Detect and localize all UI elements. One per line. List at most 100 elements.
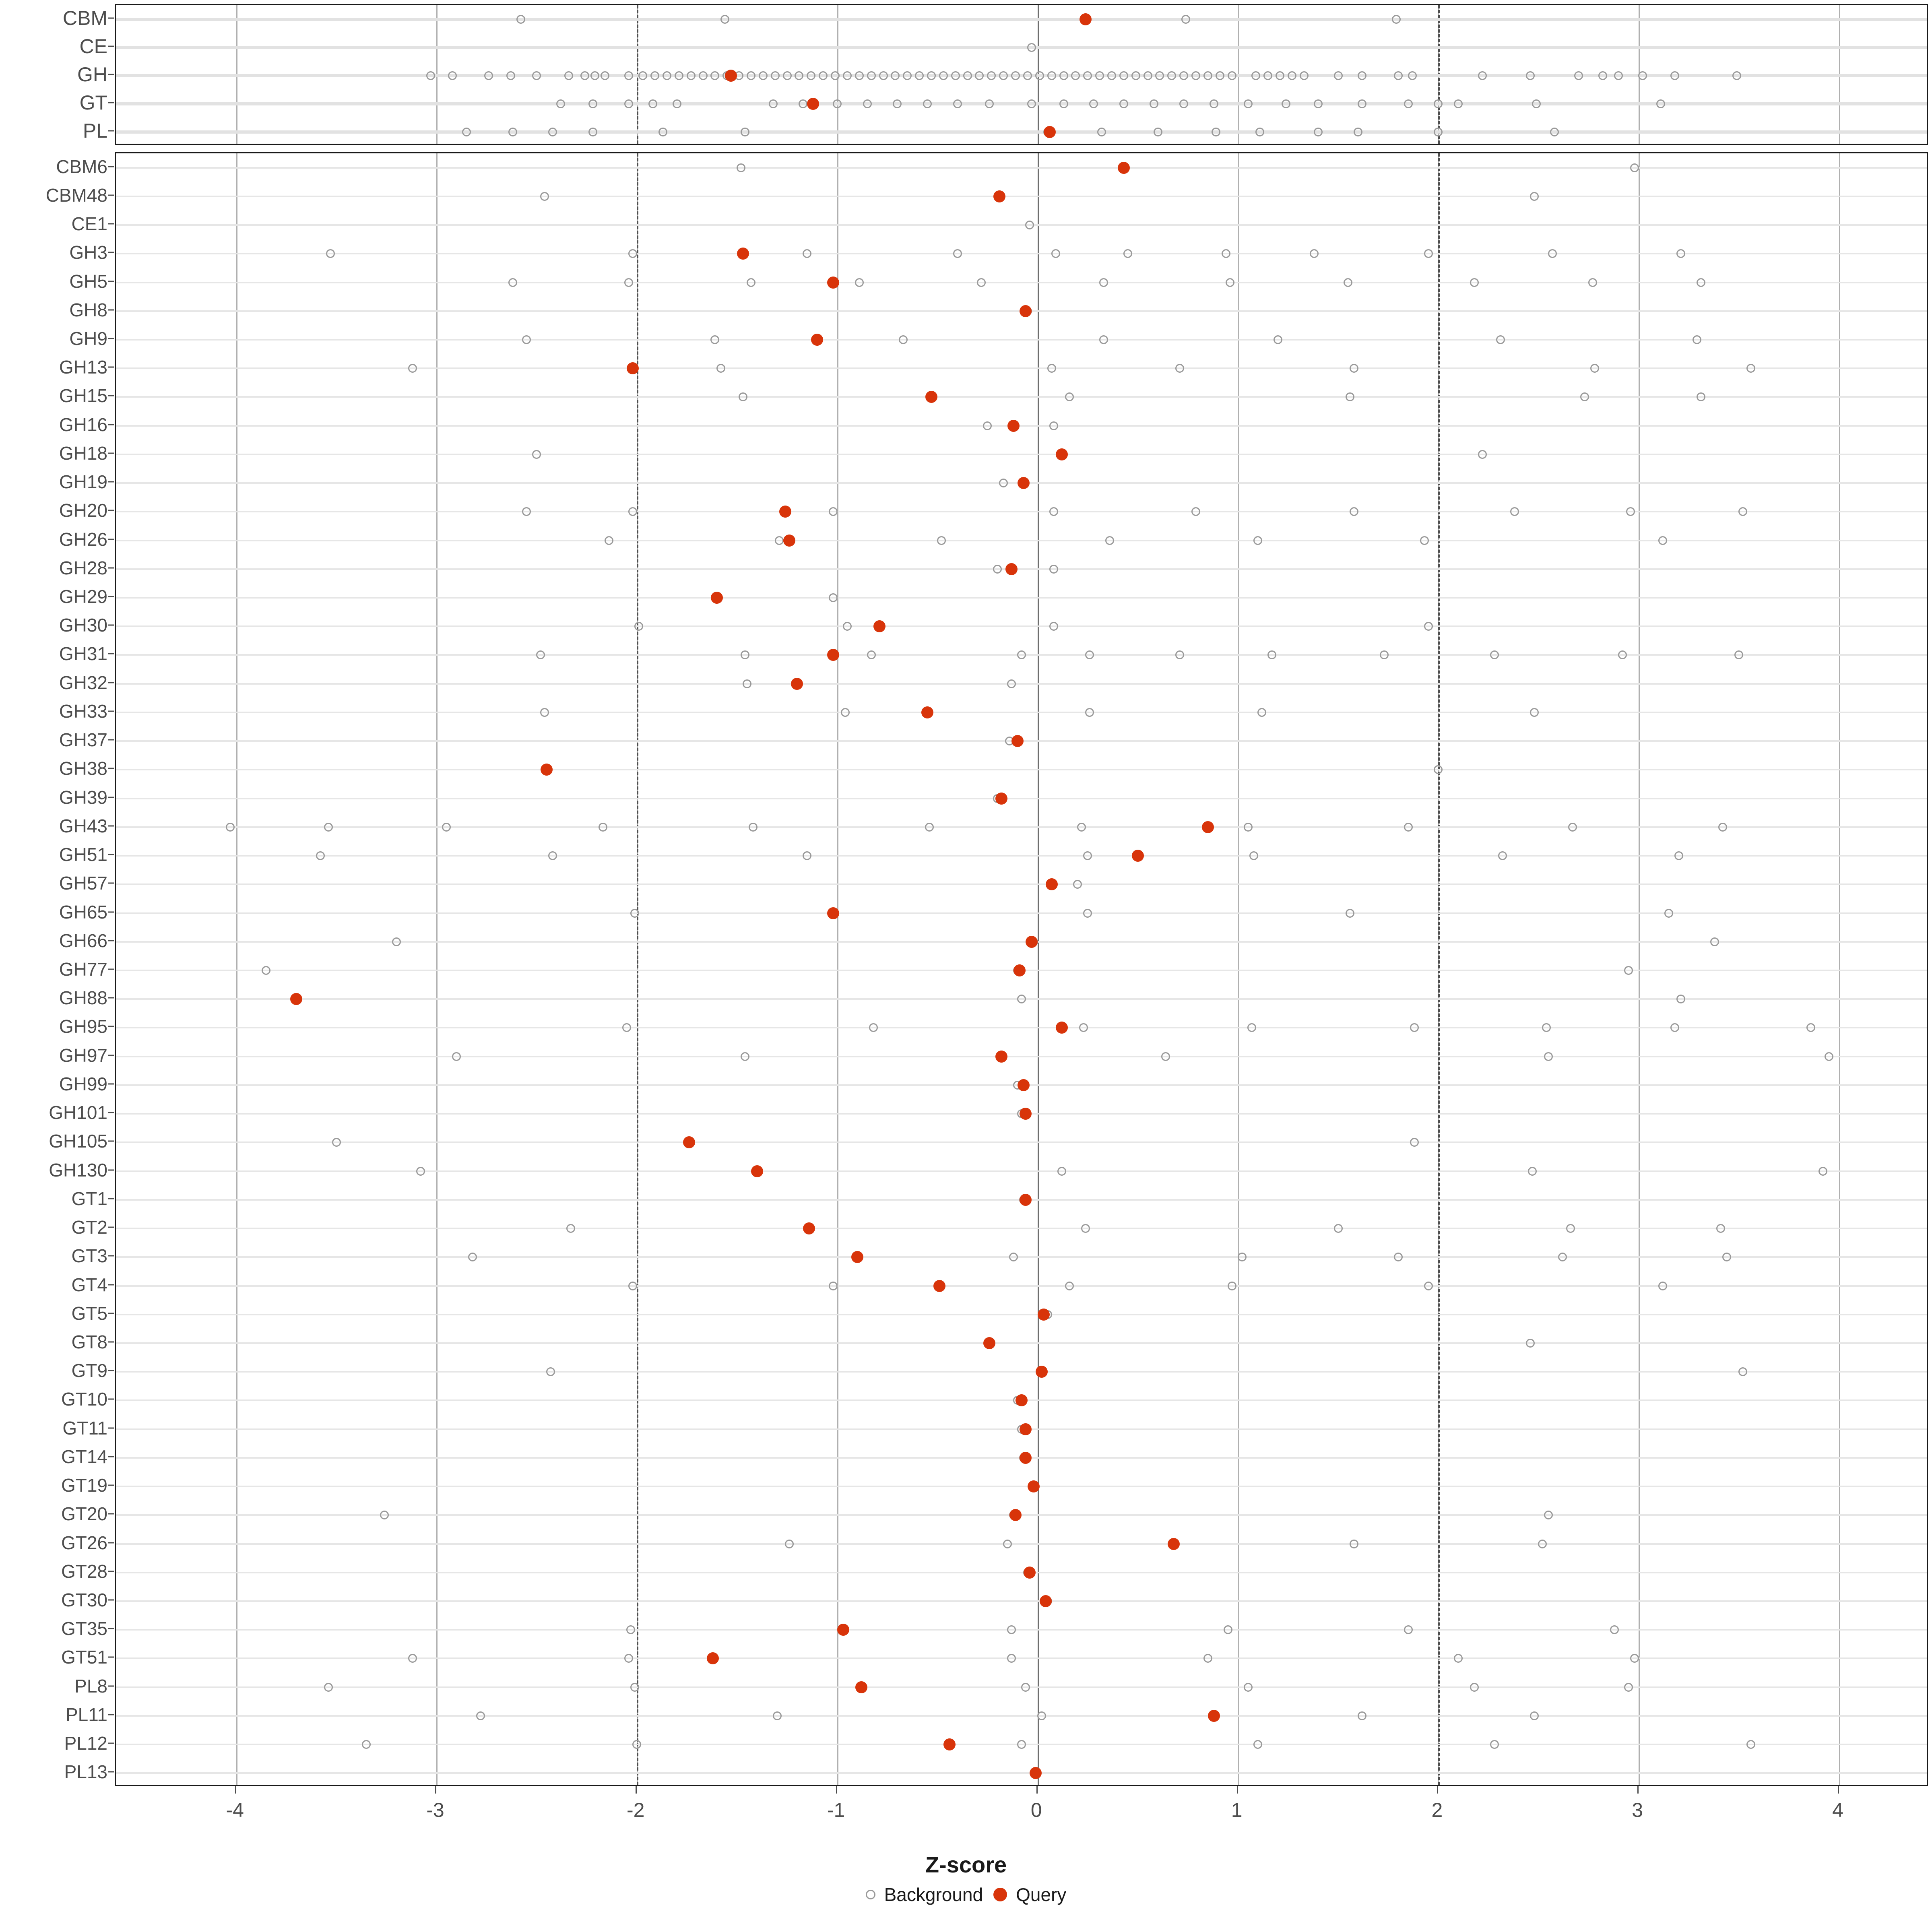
background-point	[1223, 1625, 1232, 1635]
y-tick-GT28	[108, 1571, 114, 1572]
background-point	[741, 128, 750, 136]
background-point	[923, 99, 932, 108]
background-point	[1149, 99, 1158, 108]
background-point	[963, 71, 972, 80]
background-point	[743, 679, 752, 688]
background-point	[842, 71, 852, 80]
query-point	[873, 620, 886, 633]
gridline-row-GH43	[116, 826, 1927, 828]
y-tick-label-GT19: GT19	[61, 1475, 107, 1496]
query-point	[791, 677, 803, 690]
query-point	[807, 98, 819, 110]
background-point	[1526, 1338, 1535, 1348]
background-point	[1131, 71, 1140, 80]
background-point	[770, 71, 780, 80]
background-point	[1530, 708, 1539, 717]
background-point	[564, 71, 573, 80]
gridline-row-CBM48	[116, 195, 1927, 197]
background-point	[506, 71, 515, 80]
background-point	[632, 1740, 642, 1749]
background-point	[1393, 71, 1403, 80]
background-point	[1544, 1511, 1553, 1520]
gridline-row-GT35	[116, 1629, 1927, 1631]
query-point	[1027, 1480, 1040, 1493]
background-point	[867, 71, 876, 80]
background-point	[1588, 278, 1597, 287]
gridline-row-GH13	[116, 367, 1927, 369]
query-point	[737, 248, 749, 260]
gridline-row-GH	[116, 74, 1927, 77]
filled-circle-icon	[993, 1888, 1007, 1901]
background-point	[1470, 1682, 1479, 1692]
background-point	[867, 650, 876, 660]
background-point	[1255, 128, 1265, 136]
background-point	[1424, 249, 1433, 258]
background-point	[1299, 71, 1309, 80]
background-point	[1825, 1052, 1834, 1061]
background-point	[1350, 507, 1359, 516]
y-tick-GH33	[108, 710, 114, 712]
background-point	[746, 278, 755, 287]
query-point	[1117, 161, 1130, 174]
background-point	[532, 71, 541, 80]
gridline-row-GT9	[116, 1371, 1927, 1373]
background-point	[746, 71, 755, 80]
background-point	[1558, 1253, 1567, 1262]
background-point	[1077, 822, 1086, 832]
y-tick-GH101	[108, 1112, 114, 1113]
y-tick-label-GT35: GT35	[61, 1618, 107, 1639]
background-point	[416, 1166, 425, 1176]
query-point	[921, 706, 934, 718]
background-point	[863, 99, 872, 108]
background-point	[831, 71, 840, 80]
background-point	[626, 1625, 636, 1635]
query-point	[725, 70, 737, 82]
background-point	[1346, 392, 1355, 402]
y-tick-label-CBM6: CBM6	[56, 156, 107, 177]
background-point	[604, 536, 613, 545]
y-tick-label-GH5: GH5	[69, 270, 107, 292]
background-point	[324, 1682, 333, 1692]
background-point	[1247, 1023, 1257, 1032]
query-point	[827, 907, 840, 919]
reference-line-2	[1438, 153, 1440, 1785]
gridline-row-GH130	[116, 1170, 1927, 1172]
background-point	[522, 335, 531, 344]
gridline-row-GT2	[116, 1228, 1927, 1230]
background-point	[1191, 507, 1201, 516]
x-tick--3	[435, 1786, 437, 1794]
x-tick-label-1: 1	[1231, 1799, 1243, 1821]
query-point	[1016, 1394, 1028, 1407]
query-point	[1013, 964, 1026, 976]
query-point	[1080, 13, 1092, 25]
gridline-row-GH26	[116, 539, 1927, 541]
y-tick-GT11	[108, 1427, 114, 1429]
background-point	[1490, 1740, 1499, 1749]
background-point	[1161, 1052, 1170, 1061]
x-tick-label--3: -3	[426, 1799, 444, 1821]
y-tick-GH66	[108, 940, 114, 941]
gridline-row-GH9	[116, 339, 1927, 341]
background-point	[548, 128, 557, 136]
gridline-row-GH66	[116, 941, 1927, 943]
y-tick-GH	[108, 74, 114, 75]
background-point	[1358, 71, 1367, 80]
background-point	[1710, 937, 1719, 946]
y-tick-GH13	[108, 366, 114, 368]
background-point	[532, 450, 541, 459]
background-point	[1404, 99, 1413, 108]
background-point	[1309, 249, 1319, 258]
background-point	[1083, 851, 1092, 861]
background-point	[508, 278, 517, 287]
gridline-row-GH20	[116, 511, 1927, 513]
x-tick-0	[1036, 1786, 1038, 1794]
background-point	[1670, 71, 1679, 80]
y-tick-label-GH19: GH19	[59, 471, 107, 493]
background-point	[1358, 1711, 1367, 1720]
query-point	[983, 1337, 996, 1349]
background-point	[741, 650, 750, 660]
y-tick-label-GH99: GH99	[59, 1073, 107, 1094]
background-point	[1027, 99, 1036, 108]
background-point	[1143, 71, 1152, 80]
y-tick-GH8	[108, 309, 114, 311]
